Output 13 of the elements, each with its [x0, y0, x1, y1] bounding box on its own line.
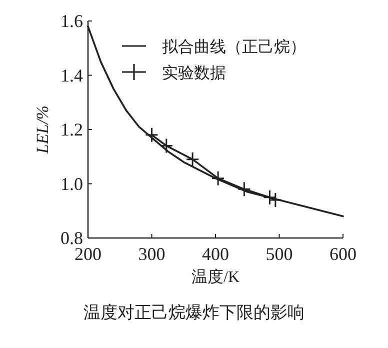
x-tick-label: 600: [330, 244, 356, 264]
y-tick-label: 1.2: [60, 120, 83, 140]
x-tick-label: 400: [202, 244, 229, 264]
y-tick-label: 1.6: [60, 11, 83, 31]
x-tick-label: 300: [138, 244, 166, 264]
y-tick-label: 1.0: [60, 174, 83, 194]
y-tick-label: 1.4: [60, 65, 83, 86]
x-axis-title: 温度/K: [192, 268, 240, 286]
text: 温度对正己烷爆炸下限的影响: [84, 303, 304, 322]
x-tick-label: 500: [266, 244, 293, 264]
legend-label: 实验数据: [162, 63, 226, 82]
legend-label: 拟合曲线（正己烷）: [162, 37, 306, 56]
y-axis-title: LEL/%: [33, 105, 52, 155]
